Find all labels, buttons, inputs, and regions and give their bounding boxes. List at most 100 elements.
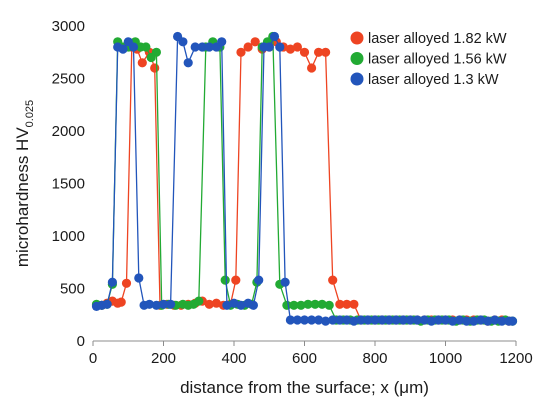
y-tick-label: 2500 bbox=[52, 71, 85, 88]
plot-axes: 0 200 400 600 800 1000 1200 0 500 1000 1500 2000 250… bbox=[52, 18, 533, 367]
data-point bbox=[289, 300, 299, 310]
data-point bbox=[412, 315, 422, 325]
data-point bbox=[158, 299, 169, 309]
data-point bbox=[335, 299, 345, 309]
data-point bbox=[250, 37, 260, 47]
y-axis-label-subscript: 0.025 bbox=[24, 100, 36, 128]
data-point bbox=[285, 44, 295, 54]
x-tick-label: 200 bbox=[151, 350, 176, 367]
data-point bbox=[349, 316, 359, 326]
data-point bbox=[314, 315, 324, 325]
legend-label: laser alloyed 1.82 kW bbox=[368, 31, 507, 47]
legend: laser alloyed 1.82 kW laser alloyed 1.56 … bbox=[350, 31, 507, 88]
data-point bbox=[328, 275, 338, 285]
data-point bbox=[307, 315, 317, 325]
data-point bbox=[204, 42, 214, 52]
data-point bbox=[217, 37, 227, 47]
data-point bbox=[307, 63, 317, 73]
data-point bbox=[433, 315, 443, 325]
data-point bbox=[178, 37, 188, 47]
legend-marker bbox=[350, 31, 364, 45]
data-point bbox=[254, 275, 264, 285]
data-point bbox=[377, 315, 387, 325]
data-point bbox=[292, 42, 302, 52]
data-point bbox=[118, 44, 128, 54]
data-point bbox=[507, 316, 518, 326]
data-point bbox=[231, 275, 241, 285]
data-point bbox=[229, 298, 239, 308]
y-axis-label: microhardness HV0.025 bbox=[13, 100, 36, 267]
data-point bbox=[391, 315, 401, 325]
legend-label: laser alloyed 1.3 kW bbox=[368, 72, 499, 88]
legend-label: laser alloyed 1.56 kW bbox=[368, 52, 507, 68]
data-point bbox=[248, 300, 258, 310]
data-point bbox=[222, 300, 232, 310]
data-point bbox=[194, 296, 204, 306]
data-point bbox=[285, 315, 295, 325]
data-point bbox=[398, 315, 408, 325]
data-point bbox=[236, 47, 246, 57]
series-3 bbox=[91, 31, 518, 326]
data-point bbox=[497, 316, 507, 326]
y-tick-label: 0 bbox=[77, 333, 85, 350]
data-point bbox=[137, 58, 147, 68]
y-tick-label: 3000 bbox=[52, 18, 85, 35]
data-point bbox=[490, 315, 500, 325]
data-point bbox=[211, 298, 221, 308]
data-point bbox=[280, 277, 290, 287]
data-point bbox=[264, 42, 274, 52]
x-tick-label: 800 bbox=[362, 350, 387, 367]
data-point bbox=[469, 316, 479, 326]
data-point bbox=[116, 297, 126, 307]
data-point bbox=[292, 315, 302, 325]
data-point bbox=[134, 273, 144, 283]
data-point bbox=[128, 42, 139, 52]
data-point bbox=[317, 299, 327, 309]
data-point bbox=[324, 300, 334, 310]
data-point bbox=[151, 300, 161, 310]
data-point bbox=[462, 316, 472, 326]
data-point bbox=[426, 316, 436, 326]
data-point bbox=[342, 315, 352, 325]
data-point bbox=[321, 47, 331, 57]
x-tick-label: 1200 bbox=[499, 350, 532, 367]
data-point bbox=[141, 42, 151, 52]
legend-marker bbox=[350, 72, 364, 86]
legend-marker bbox=[350, 52, 364, 65]
data-point bbox=[476, 315, 486, 325]
x-tick-label: 0 bbox=[89, 350, 97, 367]
data-point bbox=[419, 315, 429, 325]
data-point bbox=[356, 315, 366, 325]
data-point bbox=[310, 299, 320, 309]
data-point bbox=[204, 299, 214, 309]
data-point bbox=[150, 63, 160, 73]
data-point bbox=[269, 31, 280, 42]
y-tick-label: 2000 bbox=[52, 123, 85, 140]
x-axis-label: distance from the surface; x (μm) bbox=[180, 378, 429, 397]
data-point bbox=[236, 300, 246, 310]
series-layer bbox=[91, 31, 518, 326]
data-point bbox=[335, 315, 345, 325]
x-tick-label: 1000 bbox=[429, 350, 462, 367]
data-point bbox=[405, 315, 415, 325]
data-point bbox=[440, 315, 451, 325]
data-point bbox=[384, 315, 394, 325]
data-point bbox=[328, 315, 338, 325]
data-point bbox=[299, 315, 310, 325]
data-point bbox=[243, 42, 253, 52]
data-point bbox=[220, 275, 230, 285]
data-point bbox=[303, 299, 313, 309]
y-tick-label: 1000 bbox=[52, 228, 85, 245]
x-tick-label: 400 bbox=[221, 350, 246, 367]
data-point bbox=[363, 315, 373, 325]
data-point bbox=[144, 299, 154, 309]
y-tick-label: 500 bbox=[60, 281, 85, 298]
data-point bbox=[197, 42, 207, 52]
data-point bbox=[102, 299, 112, 309]
data-point bbox=[107, 277, 117, 287]
data-point bbox=[275, 42, 285, 52]
data-point bbox=[314, 47, 324, 57]
data-point bbox=[349, 299, 359, 309]
data-point bbox=[483, 316, 493, 326]
